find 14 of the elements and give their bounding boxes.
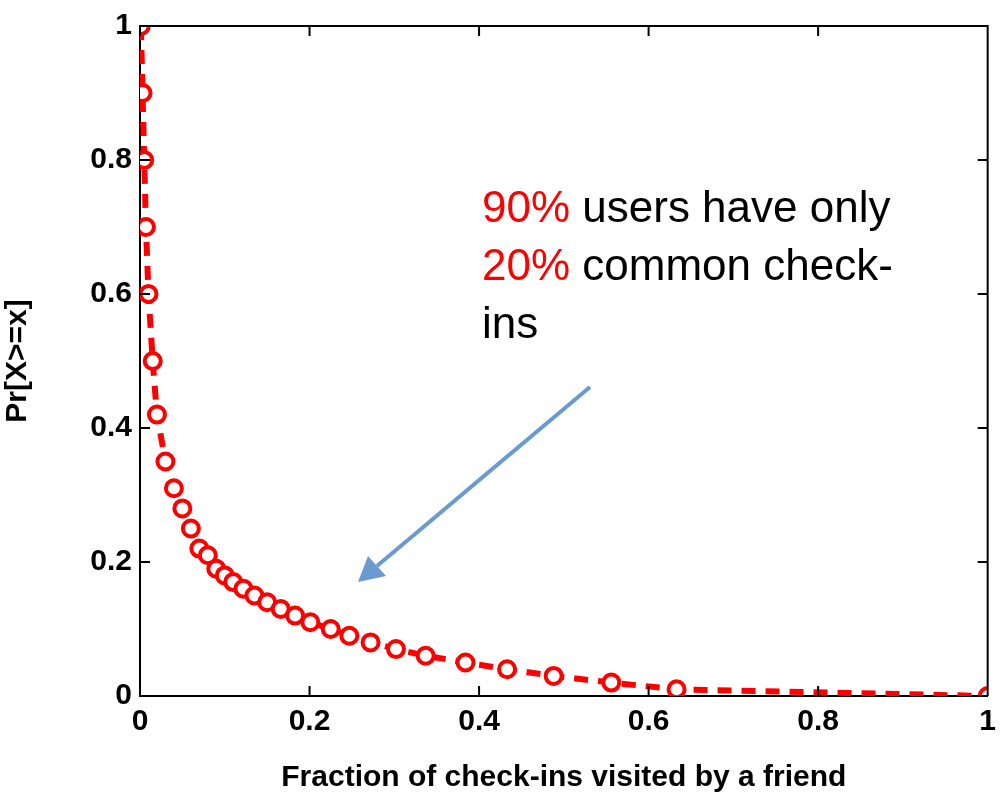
x-axis-title: Fraction of check-ins visited by a friend <box>281 759 847 793</box>
y-tick-label: 1 <box>115 7 132 41</box>
y-tick-label: 0.4 <box>90 409 133 443</box>
x-tick-label: 0.2 <box>288 703 331 737</box>
y-axis-title: Pr[X>=x] <box>0 299 33 423</box>
y-tick-label: 0.6 <box>90 275 132 309</box>
annotation: 90% users have only 20% common check-ins <box>482 182 893 347</box>
y-tick-label: 0 <box>115 677 132 711</box>
y-tick-label: 0.8 <box>90 141 132 175</box>
x-tick-label: 0.8 <box>797 703 839 737</box>
x-tick-label: 1 <box>979 703 996 737</box>
y-tick-label: 0.2 <box>90 543 132 577</box>
x-tick-label: 0.4 <box>458 703 501 737</box>
x-tick-label: 0.6 <box>627 703 670 737</box>
